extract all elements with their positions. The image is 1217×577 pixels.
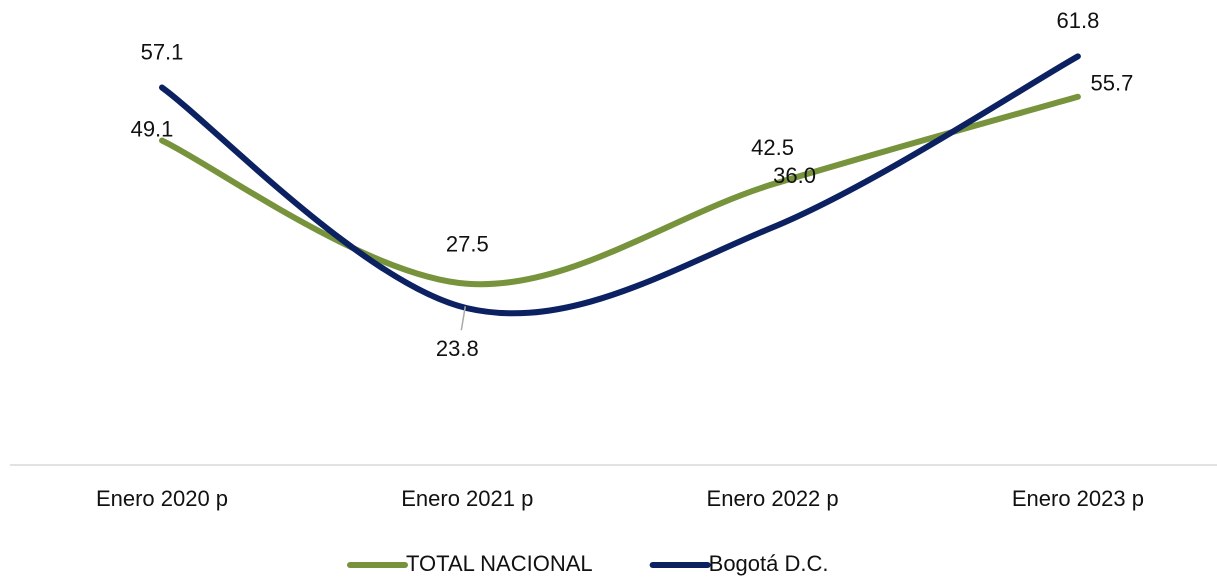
data-label: 61.8 xyxy=(1056,8,1099,33)
data-label: 57.1 xyxy=(141,39,184,64)
x-tick-label: Enero 2020 p xyxy=(96,486,228,511)
line-series xyxy=(159,53,1081,317)
data-label: 55.7 xyxy=(1090,71,1133,96)
data-label: 23.8 xyxy=(436,336,479,361)
leader-line xyxy=(460,306,467,331)
line-series xyxy=(159,93,1081,288)
data-label: 36.0 xyxy=(773,163,816,188)
legend-label: TOTAL NACIONAL xyxy=(406,551,593,576)
x-tick-label: Enero 2022 p xyxy=(707,486,839,511)
data-label: 49.1 xyxy=(131,116,174,141)
data-label: 42.5 xyxy=(751,135,794,160)
data-label: 27.5 xyxy=(446,232,489,257)
x-tick-label: Enero 2021 p xyxy=(401,486,533,511)
legend-label: Bogotá D.C. xyxy=(709,551,829,576)
x-tick-label: Enero 2023 p xyxy=(1012,486,1144,511)
